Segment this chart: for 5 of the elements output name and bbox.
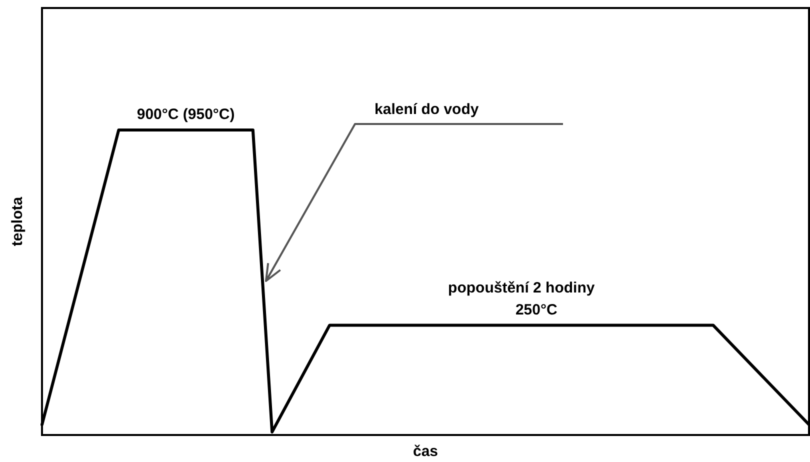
text: kalení do vody — [374, 101, 480, 118]
annotation: popouštění 2 hodiny 250°C — [448, 279, 596, 318]
y-axis-title: teplota — [9, 196, 26, 246]
text: 900°C (950°C) — [136, 106, 235, 124]
x-axis-title: čas — [412, 443, 438, 460]
